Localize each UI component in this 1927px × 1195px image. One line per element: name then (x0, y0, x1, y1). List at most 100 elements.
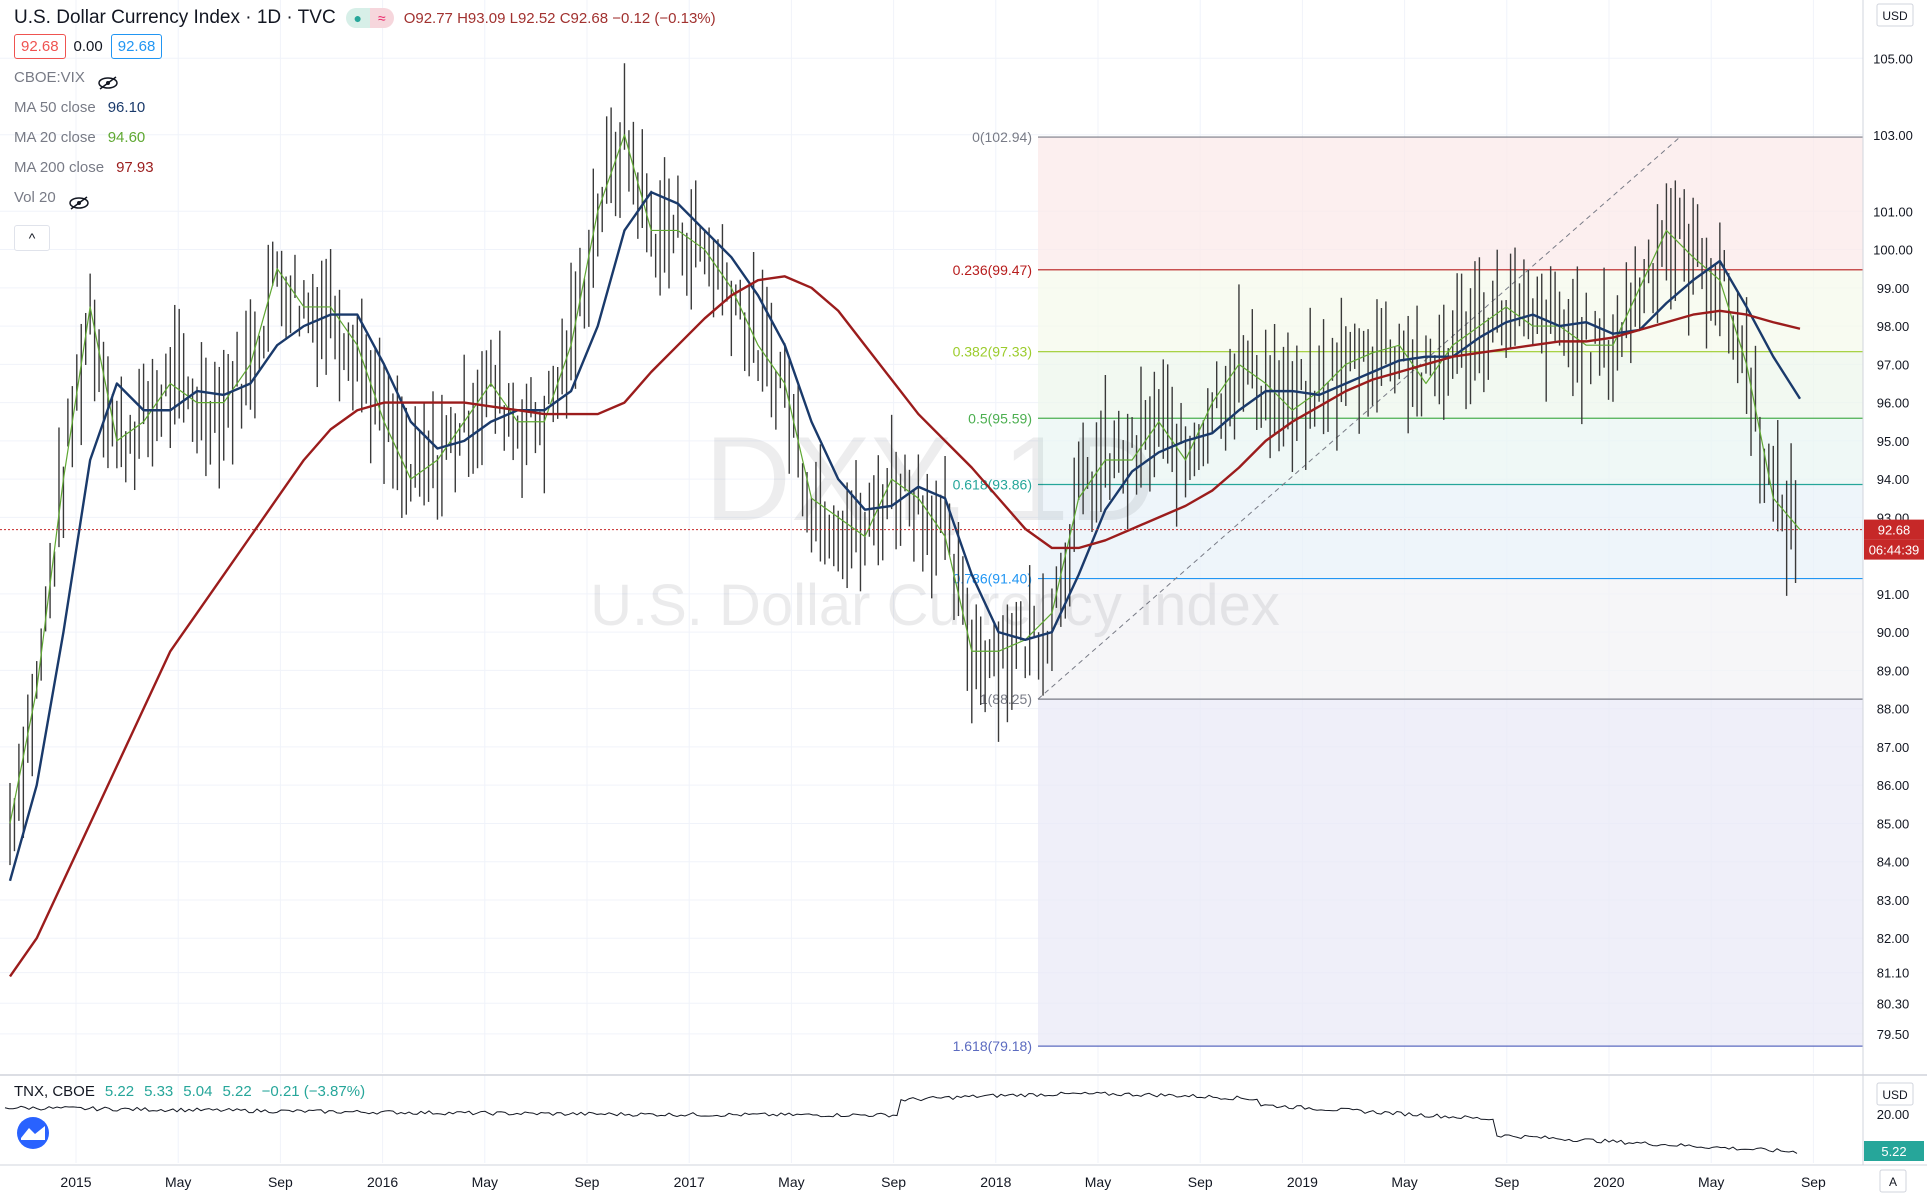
delayed-data-icon: ≈ (369, 8, 394, 28)
price-axis-label: 90.00 (1877, 625, 1910, 640)
price-axis-label: 82.00 (1877, 931, 1910, 946)
time-axis-label: May (778, 1174, 804, 1190)
sub-last-label: 5.22 (1881, 1144, 1906, 1159)
fib-zone (1038, 699, 1863, 1047)
price-axis-label: 95.00 (1877, 434, 1910, 449)
sell-button[interactable]: 92.68 (14, 34, 66, 59)
indicator-value: 97.93 (116, 159, 154, 176)
price-axis-label: 100.00 (1873, 243, 1913, 258)
series-line-ma-200-close[interactable] (9, 275, 1801, 978)
market-open-icon: ● (345, 8, 370, 28)
time-axis-label: 2019 (1287, 1174, 1318, 1190)
indicator-row[interactable]: MA 20 close 94.60 (14, 123, 716, 153)
ohlc-high: H93.09 (457, 9, 506, 27)
price-axis-label: 103.00 (1873, 128, 1913, 143)
fib-level-label: 0(102.94) (972, 129, 1032, 145)
chart-legend: U.S. Dollar Currency Index · 1D · TVC ● … (14, 4, 716, 213)
indicator-name: MA 200 close (14, 159, 105, 176)
indicator-value: 94.60 (107, 129, 146, 146)
auto-scale-icon: A (1889, 1175, 1897, 1189)
indicator-name: MA 20 close (14, 129, 96, 146)
price-axis-label: 97.00 (1877, 357, 1910, 372)
time-axis-label: 2017 (674, 1174, 705, 1190)
buy-button[interactable]: 92.68 (110, 34, 163, 59)
time-axis-label: Sep (575, 1174, 600, 1190)
indicator-row[interactable]: MA 50 close 96.10 (14, 93, 716, 123)
ohlc-low: L92.52 (509, 9, 556, 27)
tnx-pane: USD 20.00 5.22 (4, 1075, 1924, 1163)
symbol-title[interactable]: U.S. Dollar Currency Index · 1D · TVC (14, 7, 336, 28)
watermark-name: U.S. Dollar Currency Index (590, 573, 1280, 638)
price-axis-label: 84.00 (1877, 855, 1910, 870)
price-axis-label: 80.30 (1877, 996, 1910, 1011)
fib-zone (1038, 484, 1863, 579)
fib-level-label: 0.618(93.86) (953, 476, 1032, 492)
price-axis-label: 94.00 (1877, 472, 1910, 487)
logo-shape (21, 1126, 45, 1140)
price-axis-label: 101.00 (1873, 204, 1913, 219)
time-axis-label: May (472, 1174, 498, 1190)
indicator-row[interactable]: Vol 20 (14, 183, 716, 213)
sub-pane-change: −0.21 (−3.87%) (261, 1083, 366, 1100)
status-pill[interactable]: ● ≈ (345, 8, 394, 28)
tnx-series-line[interactable] (4, 1091, 1798, 1154)
price-axis-label: 83.00 (1877, 893, 1910, 908)
time-axis[interactable]: 2015 May Sep 2016 May Sep 2017 May Sep 2018 May Sep… (0, 1164, 1927, 1193)
indicator-list: CBOE:VIX MA 50 close 96.10 MA 20 close 94.60… (14, 63, 716, 213)
last-price-tag (1864, 519, 1924, 540)
ohlc-close: C92.68 (559, 9, 609, 27)
currency-label: USD (1882, 9, 1908, 23)
sub-currency-box[interactable] (1876, 1082, 1914, 1106)
time-axis-label: May (1698, 1174, 1724, 1190)
tradingview-logo-icon[interactable] (17, 1117, 49, 1149)
auto-scale-button[interactable] (1879, 1169, 1907, 1193)
fib-zone (1038, 418, 1863, 485)
sub-pane-legend: TNX, CBOE 5.22 5.33 5.04 5.22 −0.21 (−3.… (14, 1083, 365, 1100)
ohlc-open: O92.77 (403, 9, 453, 27)
time-axis-label: 2015 (60, 1174, 91, 1190)
fib-level-label: 1(88.25) (980, 691, 1032, 707)
price-axis-label: 85.00 (1877, 816, 1910, 831)
fib-level-label: 1.618(79.18) (953, 1038, 1032, 1054)
price-axis-label: 88.00 (1877, 702, 1910, 717)
price-axis-label: 86.00 (1877, 778, 1910, 793)
indicator-row[interactable]: MA 200 close 97.93 (14, 153, 716, 183)
indicator-row[interactable]: CBOE:VIX (14, 63, 716, 93)
sub-last-tag (1864, 1141, 1924, 1161)
price-axis-label: 99.00 (1877, 281, 1910, 296)
fib-level-label: 0.5(95.59) (968, 410, 1032, 426)
sub-pane-value-2: 5.33 (144, 1083, 174, 1100)
price-axis-label: 105.00 (1873, 51, 1913, 66)
fib-zone (1038, 137, 1863, 270)
collapse-legend-button[interactable]: ^ (14, 225, 50, 251)
series-line-dxy[interactable] (9, 134, 1801, 824)
sub-currency-label: USD (1882, 1088, 1908, 1102)
time-axis-label: Sep (268, 1174, 293, 1190)
watermark-symbol: DXY, 1D (704, 412, 1155, 546)
trade-buttons: 92.68 0.00 92.68 (14, 34, 716, 59)
price-axis-label: 81.10 (1877, 966, 1910, 981)
series-line-ma-50-close[interactable] (8, 190, 1802, 882)
ohlc-change: −0.12 (−0.13%) (612, 9, 716, 27)
indicator-value: 96.10 (107, 99, 146, 116)
time-axis-label: Sep (1188, 1174, 1213, 1190)
time-axis-label: Sep (881, 1174, 906, 1190)
time-axis-label: May (1391, 1174, 1417, 1190)
countdown-tag (1864, 539, 1924, 560)
price-axis-label: 87.00 (1877, 740, 1910, 755)
time-axis-label: Sep (1494, 1174, 1519, 1190)
hidden-eye-icon[interactable] (97, 71, 119, 90)
fib-zone (1038, 351, 1863, 419)
price-axis[interactable]: 105.00 103.00 101.00 100.00 99.00 98.00 97.00 9… (1862, 0, 1927, 1195)
last-price-label: 92.68 (1878, 523, 1911, 538)
currency-box[interactable] (1876, 3, 1914, 27)
price-axis-label: 79.50 (1877, 1027, 1910, 1042)
time-axis-label: 2016 (367, 1174, 398, 1190)
spread-value: 0.00 (73, 38, 103, 55)
hidden-eye-icon[interactable] (68, 191, 90, 210)
time-axis-label: 2018 (980, 1174, 1011, 1190)
sub-pane-title[interactable]: TNX, CBOE (14, 1083, 95, 1100)
fib-level-label: 0.236(99.47) (953, 262, 1032, 278)
sub-pane-value-1: 5.22 (104, 1083, 135, 1100)
